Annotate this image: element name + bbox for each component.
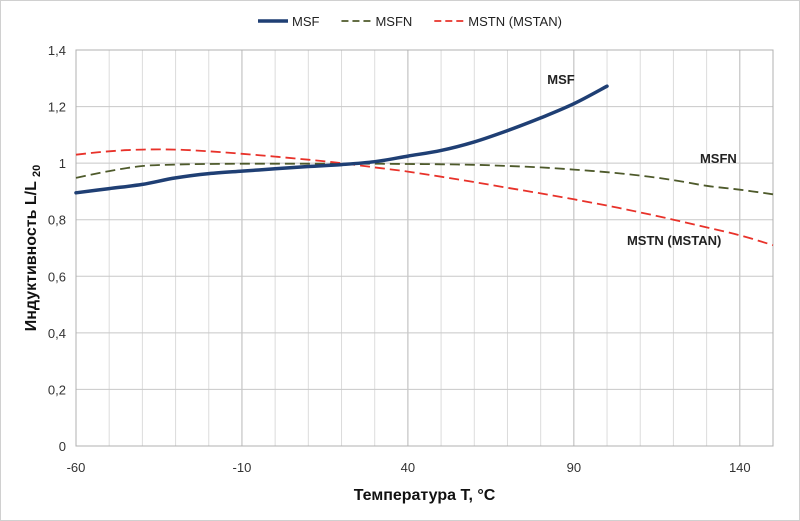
series-layer (74, 84, 774, 247)
y-tick-label: 0,4 (48, 326, 66, 341)
y-axis-title: Индуктивность L/L 20 (23, 165, 43, 332)
series-annotations: MSF MSFN MSTN (MSTAN) (547, 72, 737, 248)
series-annotation: MSTN (MSTAN) (627, 233, 721, 248)
grid-lines (75, 49, 774, 447)
y-tick-label: 0,2 (48, 382, 66, 397)
y-tick-label: 0 (59, 439, 66, 454)
y-tick-label: 1,2 (48, 100, 66, 115)
legend: MSF MSFN MSTN (MSTAN) (258, 14, 562, 29)
y-tick-label: 0,8 (48, 213, 66, 228)
x-tick-label: 140 (729, 460, 751, 475)
x-tick-label: 40 (401, 460, 415, 475)
plot-area-border (75, 49, 774, 447)
y-axis-title-main: Индуктивность L/L (23, 181, 40, 331)
y-tick-label: 0,6 (48, 269, 66, 284)
y-tick-label: 1 (59, 156, 66, 171)
series-line-mstn-mstan (75, 148, 774, 247)
legend-label: MSFN (375, 14, 412, 29)
x-tick-label: -60 (67, 460, 86, 475)
legend-label: MSF (292, 14, 320, 29)
series-line-msf (74, 84, 609, 195)
x-tick-label: 90 (567, 460, 581, 475)
tick-labels: -60 -10 40 90 140 0 0,2 0,4 0,6 0,8 1 1,2 1,4 (48, 43, 751, 475)
y-tick-label: 1,4 (48, 43, 66, 58)
series-annotation: MSF (547, 72, 575, 87)
x-tick-label: -10 (233, 460, 252, 475)
legend-label: MSTN (MSTAN) (468, 14, 562, 29)
series-annotation: MSFN (700, 151, 737, 166)
series-line-msfn (75, 162, 774, 196)
x-axis-title: Температура T, °C (354, 487, 496, 504)
y-axis-title-subscript: 20 (31, 165, 43, 177)
